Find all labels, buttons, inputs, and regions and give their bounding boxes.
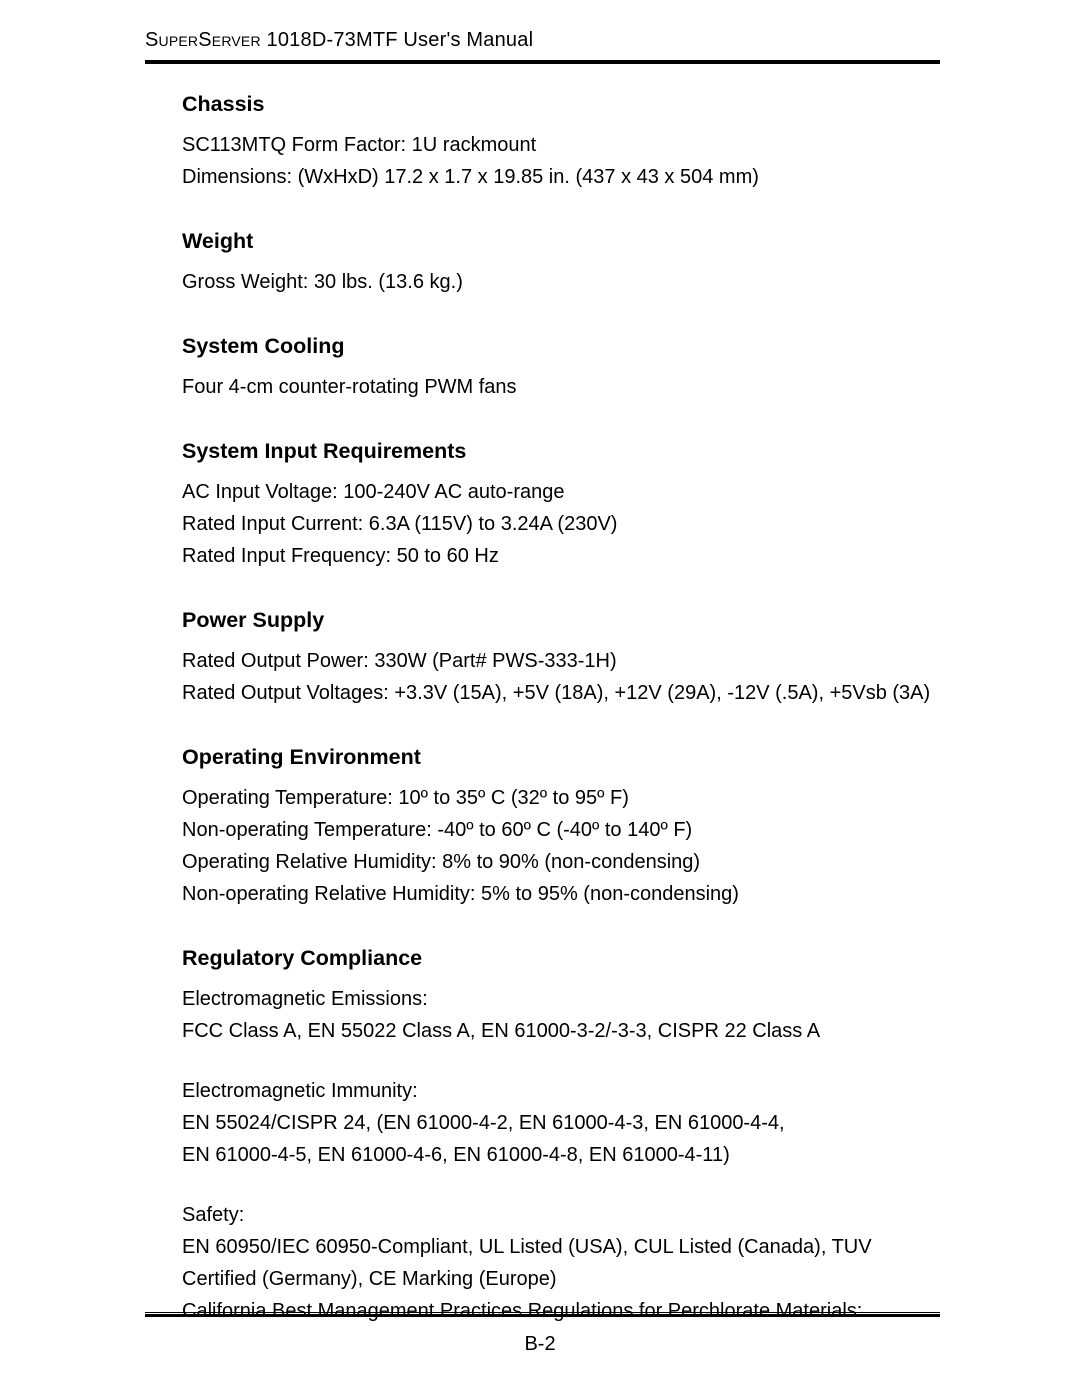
body-line: EN 60950/IEC 60950-Compliant, UL Listed … [182, 1231, 940, 1295]
section-heading: Weight [182, 229, 940, 254]
body-line: Four 4-cm counter-rotating PWM fans [182, 371, 940, 403]
header-product-prefix: SuperServer [145, 29, 261, 51]
section-heading: Power Supply [182, 608, 940, 633]
section-heading: Operating Environment [182, 745, 940, 770]
footer-rule [145, 1312, 940, 1317]
section-chassis: Chassis SC113MTQ Form Factor: 1U rackmou… [182, 92, 940, 193]
body-line: SC113MTQ Form Factor: 1U rackmount [182, 129, 940, 161]
body-line: California Best Management Practices Reg… [182, 1295, 940, 1327]
body-line: Electromagnetic Immunity: [182, 1075, 940, 1107]
manual-page: SuperServer 1018D-73MTF User's Manual Ch… [0, 0, 1080, 1327]
content-area: Chassis SC113MTQ Form Factor: 1U rackmou… [145, 66, 940, 1327]
section-system-cooling: System Cooling Four 4-cm counter-rotatin… [182, 334, 940, 403]
body-line: Dimensions: (WxHxD) 17.2 x 1.7 x 19.85 i… [182, 161, 940, 193]
section-heading: Regulatory Compliance [182, 946, 940, 971]
body-line: Rated Input Frequency: 50 to 60 Hz [182, 540, 940, 572]
body-line: Non-operating Temperature: -40º to 60º C… [182, 814, 940, 846]
body-line: Safety: [182, 1199, 940, 1231]
body-line: Rated Output Voltages: +3.3V (15A), +5V … [182, 677, 940, 709]
body-line: AC Input Voltage: 100-240V AC auto-range [182, 476, 940, 508]
body-line: Rated Output Power: 330W (Part# PWS-333-… [182, 645, 940, 677]
body-line: Gross Weight: 30 lbs. (13.6 kg.) [182, 266, 940, 298]
body-line: FCC Class A, EN 55022 Class A, EN 61000-… [182, 1015, 940, 1047]
body-line: EN 61000-4-5, EN 61000-4-6, EN 61000-4-8… [182, 1139, 940, 1171]
body-line: Electromagnetic Emissions: [182, 983, 940, 1015]
section-system-input-requirements: System Input Requirements AC Input Volta… [182, 439, 940, 572]
body-line: EN 55024/CISPR 24, (EN 61000-4-2, EN 610… [182, 1107, 940, 1139]
section-operating-environment: Operating Environment Operating Temperat… [182, 745, 940, 910]
section-heading: System Input Requirements [182, 439, 940, 464]
running-header: SuperServer 1018D-73MTF User's Manual [145, 29, 940, 52]
header-title-rest: 1018D-73MTF User's Manual [261, 29, 533, 51]
section-regulatory-compliance: Regulatory Compliance Electromagnetic Em… [182, 946, 940, 1327]
body-line: Non-operating Relative Humidity: 5% to 9… [182, 878, 940, 910]
page-number: B-2 [0, 1333, 1080, 1356]
body-line: Operating Temperature: 10º to 35º C (32º… [182, 782, 940, 814]
section-power-supply: Power Supply Rated Output Power: 330W (P… [182, 608, 940, 709]
section-weight: Weight Gross Weight: 30 lbs. (13.6 kg.) [182, 229, 940, 298]
section-heading: System Cooling [182, 334, 940, 359]
body-line: Operating Relative Humidity: 8% to 90% (… [182, 846, 940, 878]
section-heading: Chassis [182, 92, 940, 117]
body-line: Rated Input Current: 6.3A (115V) to 3.24… [182, 508, 940, 540]
